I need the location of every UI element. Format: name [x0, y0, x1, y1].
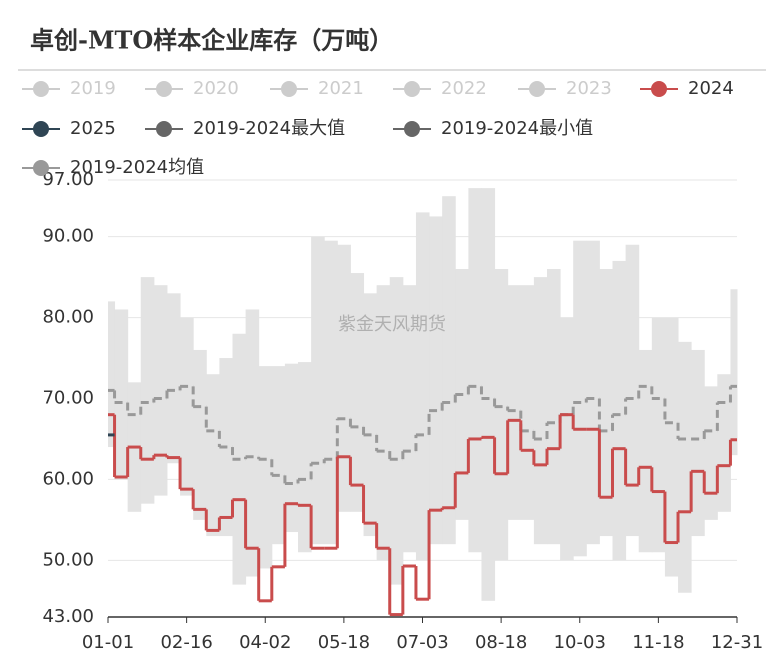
legend-label[interactable]: 2019-2024均值: [70, 157, 204, 178]
range-band: [415, 212, 430, 561]
range-band: [180, 317, 194, 496]
range-band: [546, 269, 561, 545]
legend-label[interactable]: 2019-2024最大值: [193, 118, 345, 139]
legend-label[interactable]: 2023: [566, 78, 612, 99]
y-tick-label: 70.00: [42, 388, 94, 409]
x-tick-label: 12-31: [711, 632, 763, 653]
range-band: [494, 269, 509, 561]
legend-icon-marker: [33, 81, 49, 97]
range-band: [402, 285, 417, 553]
legend: 2019 2020 2021 2022 2023 2024 2025 2019-2024最大值…: [22, 78, 734, 178]
range-band: [691, 349, 705, 537]
legend-label[interactable]: 2019-2024最小值: [441, 118, 593, 139]
chart-title: 卓创-MTO样本企业库存（万吨）: [30, 26, 393, 55]
range-band: [258, 366, 273, 569]
x-tick-label: 02-16: [160, 632, 212, 653]
range-band: [612, 260, 627, 561]
legend-icon-marker: [404, 121, 420, 137]
legend-icon-marker: [156, 81, 172, 97]
x-tick-label: 01-01: [82, 632, 134, 653]
range-band: [520, 285, 535, 520]
legend-label[interactable]: 2019: [70, 78, 116, 99]
range-band: [560, 317, 574, 561]
range-band: [350, 273, 365, 512]
legend-label[interactable]: 2021: [318, 78, 364, 99]
range-band: [717, 374, 731, 512]
y-tick-label: 50.00: [42, 549, 94, 570]
legend-icon-marker: [651, 81, 667, 97]
range-band: [193, 349, 207, 520]
range-band: [704, 386, 718, 520]
range-band: [140, 277, 155, 504]
range-band: [625, 244, 640, 537]
x-tick-label: 05-18: [318, 632, 370, 653]
range-band: [337, 244, 351, 512]
x-tick-label: 10-03: [554, 632, 606, 653]
range-band: [442, 196, 456, 545]
range-band: [481, 188, 496, 601]
range-band: [298, 362, 312, 553]
y-tick-label: 60.00: [42, 468, 94, 489]
legend-icon-marker: [33, 121, 49, 137]
range-band: [586, 240, 600, 545]
band: [108, 188, 738, 601]
y-tick-label: 97.00: [42, 169, 94, 190]
legend-icon-marker: [281, 81, 297, 97]
legend-icon-marker: [156, 121, 172, 137]
legend-label[interactable]: 2022: [441, 78, 487, 99]
range-band: [730, 289, 738, 456]
range-band: [599, 269, 614, 537]
range-band: [153, 285, 168, 496]
x-tick-label: 11-18: [632, 632, 684, 653]
range-band: [638, 349, 653, 553]
legend-icon-marker: [33, 160, 49, 176]
axes: 43.00 50.00 60.00 70.00 80.00 90.00 97.00 01-01…: [42, 169, 763, 653]
range-band: [271, 366, 286, 545]
range-band: [468, 188, 482, 553]
range-band: [284, 363, 299, 533]
range-band: [389, 277, 404, 585]
x-tick-label: 08-18: [475, 632, 527, 653]
range-band: [507, 285, 522, 520]
range-band: [429, 216, 443, 545]
range-band: [324, 240, 338, 545]
y-tick-label: 43.00: [42, 606, 94, 627]
watermark: 紫金天风期货: [338, 314, 446, 335]
x-tick-label: 04-02: [239, 632, 291, 653]
y-tick-label: 90.00: [42, 226, 94, 247]
range-band: [206, 374, 220, 537]
legend-label[interactable]: 2025: [70, 118, 116, 139]
lines: [108, 384, 737, 617]
range-band: [166, 293, 181, 464]
range-band: [678, 341, 692, 593]
y-tick-label: 80.00: [42, 307, 94, 328]
x-tick-label: 07-03: [396, 632, 448, 653]
range-band: [376, 285, 391, 561]
range-band: [664, 317, 679, 577]
range-band: [114, 309, 129, 480]
legend-label[interactable]: 2024: [688, 78, 734, 99]
range-band: [108, 301, 116, 448]
range-band: [651, 317, 666, 553]
legend-label[interactable]: 2020: [193, 78, 239, 99]
range-band: [363, 293, 378, 537]
range-band: [245, 309, 260, 577]
range-band: [533, 277, 548, 545]
range-band: [311, 236, 325, 545]
range-band: [573, 240, 587, 557]
legend-icon-marker: [529, 81, 545, 97]
legend-icon-marker: [404, 81, 420, 97]
